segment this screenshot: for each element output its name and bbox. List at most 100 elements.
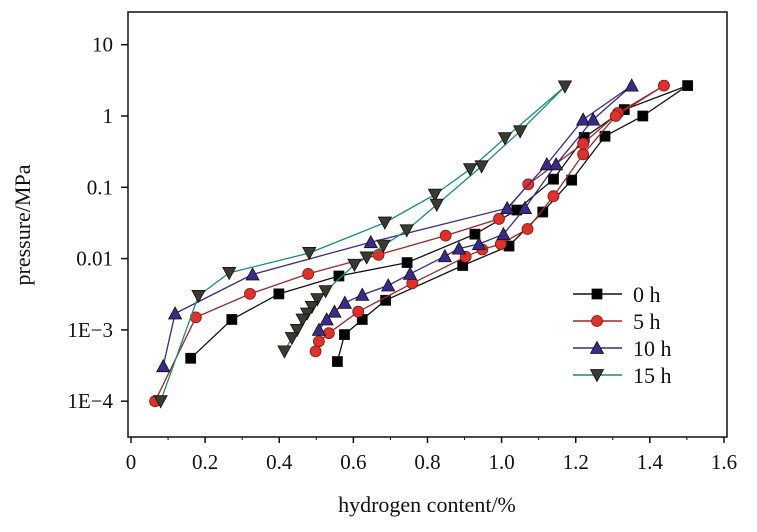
legend-item: 5 h [573, 309, 661, 334]
data-point [517, 200, 533, 215]
data-point [355, 287, 370, 301]
data-point [539, 156, 554, 171]
x-axis: 0 0.2 0.4 0.6 0.8 1.0 1.2 1.4 1.6 [126, 437, 737, 474]
data-point [376, 239, 391, 253]
data-point [363, 234, 378, 249]
data-point [332, 356, 343, 367]
data-point [566, 174, 578, 186]
data-point [537, 206, 549, 218]
series-line [190, 84, 688, 362]
legend-marker [589, 369, 605, 383]
data-point [401, 257, 413, 268]
data-point [682, 80, 694, 91]
data-point [547, 190, 560, 203]
series-line [162, 85, 633, 367]
legend-item: 0 h [573, 282, 661, 307]
data-point [494, 238, 507, 250]
data-point [402, 266, 418, 280]
data-point [327, 304, 342, 318]
data-point [399, 224, 414, 238]
data-point [496, 226, 511, 241]
x-tick-label: 0.8 [414, 450, 440, 474]
data-point [185, 352, 197, 364]
data-point [377, 216, 393, 230]
data-point [427, 188, 443, 202]
y-tick-label: 1E−4 [67, 389, 113, 413]
data-point [222, 267, 237, 281]
data-point [302, 247, 317, 261]
data-point [624, 78, 639, 92]
data-point [295, 313, 310, 327]
x-tick-label: 1.0 [488, 450, 514, 474]
data-point [337, 295, 353, 309]
data-point [585, 112, 601, 126]
data-point [289, 323, 305, 338]
legend-item: 10 h [573, 336, 672, 361]
data-point [167, 306, 183, 320]
x-tick-label: 0 [126, 450, 137, 474]
legend-label: 15 h [633, 363, 672, 388]
x-tick-label: 0.2 [192, 450, 218, 474]
series-group [149, 78, 694, 409]
data-point [333, 270, 345, 282]
data-point [245, 267, 260, 281]
data-point [474, 160, 489, 174]
data-point [226, 314, 238, 325]
data-point [191, 289, 206, 304]
data-point [493, 213, 505, 225]
data-point [521, 223, 534, 235]
data-point [471, 236, 487, 250]
data-point [548, 173, 559, 185]
data-point [284, 332, 300, 346]
data-point [658, 79, 670, 92]
data-point [469, 228, 481, 240]
data-point [339, 329, 350, 340]
legend-label: 0 h [633, 282, 661, 307]
data-point [156, 358, 171, 373]
series-15h [153, 80, 573, 409]
x-tick-label: 1.2 [563, 450, 589, 474]
series-10h [156, 78, 639, 373]
data-point [437, 248, 453, 263]
data-point [310, 293, 325, 307]
y-tick-label: 1 [103, 104, 114, 128]
legend-label: 10 h [633, 336, 672, 361]
data-point [381, 278, 396, 292]
x-tick-label: 1.6 [711, 450, 737, 474]
y-tick-label: 10 [92, 33, 113, 57]
data-point [462, 163, 478, 177]
x-tick-label: 1.4 [637, 450, 664, 474]
data-point [557, 80, 573, 94]
data-point [599, 130, 611, 142]
y-tick-label: 1E−3 [67, 318, 113, 342]
x-axis-title: hydrogen content/% [338, 492, 516, 517]
data-point [323, 327, 335, 340]
series-0h [185, 80, 694, 367]
legend-marker [589, 340, 605, 354]
y-axis-title: pressure/MPa [10, 164, 35, 285]
data-point [244, 287, 256, 300]
data-point [304, 301, 320, 315]
data-point [439, 229, 452, 242]
data-point [451, 241, 467, 255]
data-point [311, 322, 327, 336]
data-point [273, 288, 285, 300]
legend: 0 h5 h10 h15 h [573, 282, 672, 388]
data-point [512, 125, 528, 139]
data-point [319, 312, 334, 326]
data-point [309, 345, 322, 358]
legend-marker [591, 315, 603, 327]
data-point [548, 156, 564, 171]
data-point [347, 258, 362, 273]
data-point [497, 132, 513, 146]
data-point [609, 110, 622, 122]
data-point [318, 285, 333, 299]
data-point [359, 251, 374, 265]
y-tick-label: 0.1 [87, 175, 113, 199]
x-tick-label: 0.4 [266, 450, 293, 474]
legend-label: 5 h [633, 309, 661, 334]
data-point [577, 148, 590, 161]
data-point [577, 137, 590, 150]
data-point [153, 395, 168, 409]
